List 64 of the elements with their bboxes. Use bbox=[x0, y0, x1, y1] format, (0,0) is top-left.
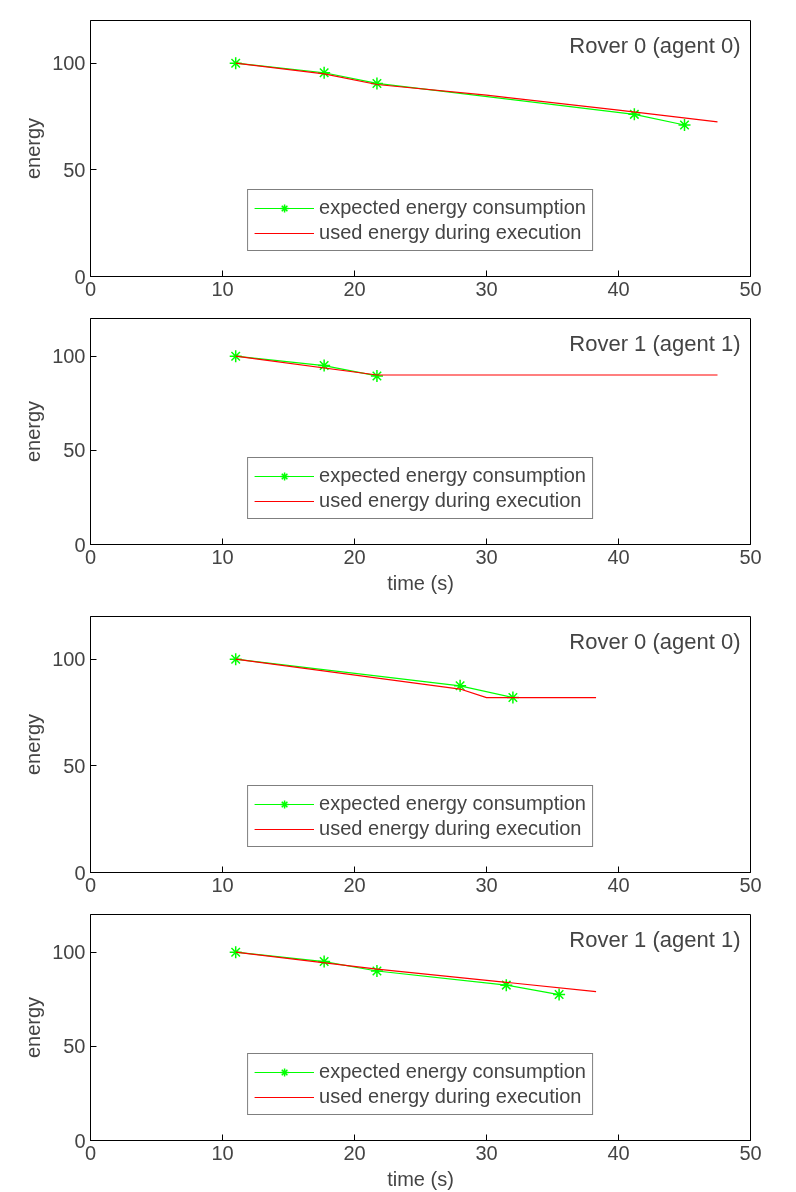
y-axis-title: energy bbox=[22, 713, 45, 776]
x-tick-label: 20 bbox=[343, 277, 366, 300]
legend-label: expected energy consumption bbox=[319, 792, 586, 815]
text: Rover 1 (agent 1) bbox=[569, 926, 741, 952]
point bbox=[317, 66, 331, 80]
x-tick-label: 50 bbox=[739, 1141, 762, 1164]
point bbox=[228, 349, 243, 363]
point bbox=[370, 964, 384, 978]
x-axis-title: time (s) bbox=[387, 571, 454, 594]
point bbox=[370, 76, 384, 91]
point bbox=[627, 107, 642, 122]
x-tick-label: 40 bbox=[607, 1141, 630, 1164]
y-axis-title: energy bbox=[22, 400, 45, 463]
y-tick-label: 50 bbox=[63, 1035, 86, 1058]
y-tick-label: 100 bbox=[52, 345, 86, 368]
point bbox=[228, 56, 243, 70]
x-tick-label: 30 bbox=[475, 277, 498, 300]
x-tick-label: 20 bbox=[343, 545, 366, 568]
text: Rover 1 (agent 1) bbox=[569, 330, 741, 356]
text: Rover 0 (agent 0) bbox=[569, 32, 741, 58]
y-tick-label: 50 bbox=[63, 754, 86, 777]
legend-label: expected energy consumption bbox=[319, 464, 586, 487]
y-tick-label: 100 bbox=[52, 941, 86, 964]
point bbox=[677, 118, 692, 132]
point bbox=[453, 679, 467, 693]
legend-label: expected energy consumption bbox=[319, 1060, 586, 1083]
point bbox=[552, 987, 566, 1002]
text: Rover 0 (agent 0) bbox=[569, 628, 741, 654]
y-tick-label: 100 bbox=[52, 52, 86, 75]
x-tick-label: 50 bbox=[739, 545, 762, 568]
y-tick-label: 50 bbox=[63, 439, 86, 462]
x-axis-title: time (s) bbox=[387, 1167, 454, 1190]
line-series bbox=[235, 62, 719, 123]
point bbox=[317, 358, 331, 373]
legend-label: used energy during execution bbox=[319, 817, 582, 840]
legend-label: used energy during execution bbox=[319, 221, 582, 244]
point bbox=[499, 978, 514, 992]
x-tick-label: 30 bbox=[475, 545, 498, 568]
x-tick-label: 40 bbox=[607, 545, 630, 568]
x-tick-label: 20 bbox=[343, 1141, 366, 1164]
x-tick-label: 30 bbox=[475, 873, 498, 896]
x-tick-label: 40 bbox=[607, 277, 630, 300]
point bbox=[370, 369, 384, 383]
y-tick-label: 100 bbox=[52, 648, 86, 671]
y-tick-label: 50 bbox=[63, 158, 86, 181]
x-tick-label: 10 bbox=[211, 277, 234, 300]
point bbox=[317, 954, 331, 969]
point bbox=[228, 945, 243, 959]
x-tick-label: 10 bbox=[211, 1141, 234, 1164]
y-axis-title: energy bbox=[22, 996, 45, 1059]
point bbox=[506, 690, 520, 705]
legend-label: used energy during execution bbox=[319, 489, 582, 512]
x-tick-label: 40 bbox=[607, 873, 630, 896]
legend-label: expected energy consumption bbox=[319, 196, 586, 219]
x-tick-label: 10 bbox=[211, 873, 234, 896]
x-tick-label: 20 bbox=[343, 873, 366, 896]
x-tick-label: 30 bbox=[475, 1141, 498, 1164]
x-tick-label: 50 bbox=[739, 277, 762, 300]
line-series bbox=[235, 951, 597, 993]
x-tick-label: 50 bbox=[739, 873, 762, 896]
point bbox=[228, 652, 243, 666]
x-tick-label: 10 bbox=[211, 545, 234, 568]
y-axis-title: energy bbox=[22, 117, 45, 180]
legend-label: used energy during execution bbox=[319, 1085, 582, 1108]
